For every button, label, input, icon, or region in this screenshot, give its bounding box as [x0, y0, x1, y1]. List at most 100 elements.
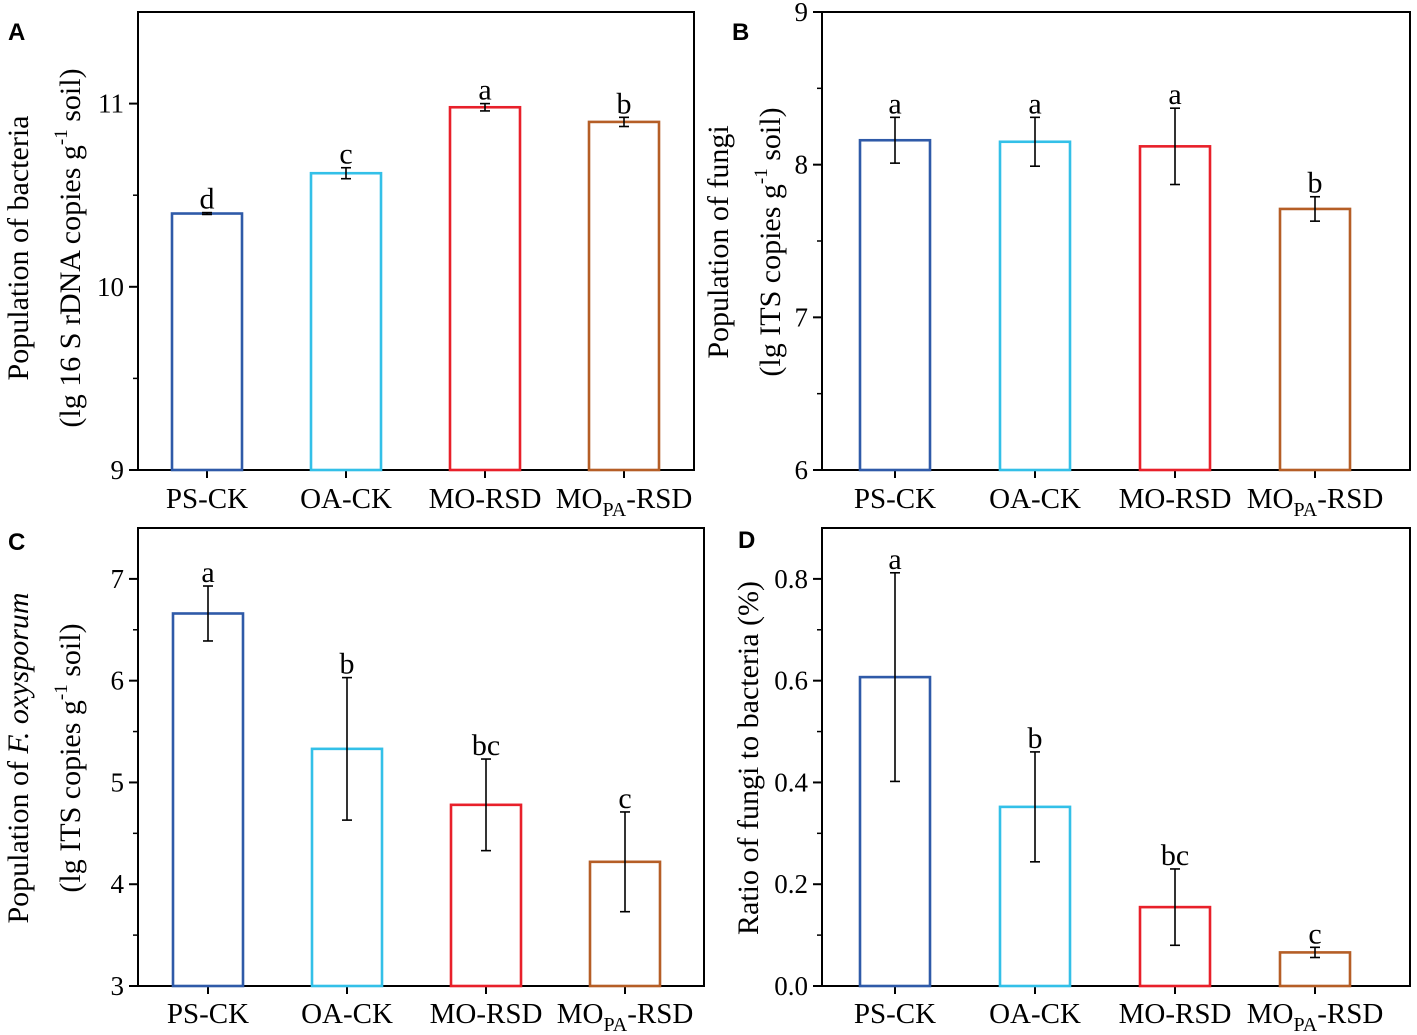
panel-a-ylabel: Population of bacteria (lg 16 S rDNA cop… — [2, 68, 87, 427]
ytick-label: 11 — [98, 89, 124, 119]
category-label: OA-CK — [989, 998, 1081, 1030]
panel-c-ylabel-line2-prefix: (lg ITS copies g — [54, 700, 87, 892]
panel-a: A Population of bacteria (lg 16 S rDNA c… — [2, 11, 695, 521]
bar-ps-ck — [170, 212, 244, 472]
significance-letter: a — [478, 74, 491, 107]
significance-letter: a — [1168, 78, 1181, 111]
panel-c-ylabel-line1-italic: F. oxysporum — [2, 592, 35, 754]
ytick-label: 8 — [795, 150, 809, 180]
panel-d-ylabel: Ratio of fungi to bacteria (%) — [732, 581, 765, 935]
bar-ps-ck — [858, 138, 932, 472]
ytick-label: 5 — [111, 767, 125, 797]
category-label: PS-CK — [854, 998, 936, 1030]
panel-c-ylabel: Population of F. oxysporum (lg ITS copie… — [2, 592, 87, 923]
significance-letter: bc — [1161, 839, 1189, 872]
bar-mopa-rsd — [1278, 207, 1352, 472]
category-label: PS-CK — [166, 483, 248, 515]
panel-d-letter: D — [738, 527, 755, 554]
panel-c-ticks: 3 4 5 6 7 — [111, 564, 626, 1001]
panel-b-ylabel: Population of fungi (lg ITS copies g-1 s… — [702, 107, 787, 376]
panel-a-categories: PS-CK OA-CK MO-RSD MOPA-RSD — [166, 483, 692, 521]
category-label: OA-CK — [989, 483, 1081, 515]
significance-letter: b — [340, 648, 355, 681]
bar-oa-ck — [998, 140, 1072, 472]
panel-b-ylabel-line2: (lg ITS copies g-1 soil) — [751, 107, 787, 376]
panel-b-ylabel-line2-prefix: (lg ITS copies g — [754, 184, 787, 376]
significance-letter: b — [1028, 722, 1043, 755]
ytick-label: 9 — [111, 455, 125, 485]
ytick-label: 10 — [97, 272, 124, 302]
panel-d-bars: a b bc c — [858, 543, 1352, 988]
panel-a-ylabel-line1: Population of bacteria — [2, 116, 35, 381]
ytick-label: 0.0 — [774, 971, 808, 1001]
category-label: OA-CK — [300, 483, 392, 515]
panel-c-bars: a b bc c — [171, 556, 662, 988]
bar-oa-ck — [309, 171, 383, 472]
panel-a-ylabel-line2-prefix: (lg 16 S rDNA copies g — [54, 145, 87, 427]
panel-c-categories: PS-CK OA-CK MO-RSD MOPA-RSD — [167, 998, 693, 1035]
category-label: MOPA-RSD — [557, 998, 694, 1035]
panel-c-ylabel-line2-sup: -1 — [51, 684, 72, 700]
significance-letter: bc — [472, 729, 500, 762]
significance-letter: b — [617, 87, 632, 120]
panel-b-ticks: 6 7 8 9 — [795, 0, 1316, 485]
panel-c-ylabel-line1-prefix: Population of — [2, 754, 35, 924]
panel-c-frame — [137, 527, 705, 987]
category-label: MO-RSD — [430, 998, 543, 1030]
category-label: MO-RSD — [1119, 483, 1232, 515]
ytick-label: 7 — [795, 302, 809, 332]
bar-ps-ck — [171, 612, 245, 988]
panel-b-frame — [821, 11, 1411, 471]
significance-letter: c — [618, 782, 631, 815]
panel-b: B Population of fungi (lg ITS copies g-1… — [702, 0, 1411, 521]
significance-letter: d — [200, 183, 215, 216]
bar-mo-rsd — [448, 105, 522, 472]
category-label: PS-CK — [167, 998, 249, 1030]
panel-b-ylabel-line2-suffix: soil) — [754, 107, 787, 168]
bar-mo-rsd — [1138, 145, 1212, 472]
ytick-label: 0.6 — [774, 666, 808, 696]
panel-b-letter: B — [732, 19, 749, 46]
panel-d-frame — [821, 527, 1411, 987]
category-label: OA-CK — [301, 998, 393, 1030]
category-label: PS-CK — [854, 483, 936, 515]
significance-letter: b — [1308, 167, 1323, 200]
category-label: MOPA-RSD — [1247, 998, 1384, 1035]
significance-letter: a — [888, 543, 901, 576]
panel-b-ylabel-line2-sup: -1 — [751, 168, 772, 184]
panel-c-letter: C — [8, 529, 25, 556]
category-label: MOPA-RSD — [1247, 483, 1384, 521]
ytick-label: 0.4 — [774, 767, 808, 797]
significance-letter: c — [1308, 917, 1321, 950]
ytick-label: 3 — [111, 971, 125, 1001]
panel-a-bars: d c a b — [170, 74, 661, 472]
panel-b-categories: PS-CK OA-CK MO-RSD MOPA-RSD — [854, 483, 1383, 521]
ytick-label: 6 — [795, 455, 809, 485]
panel-c-ylabel-line2-suffix: soil) — [54, 623, 87, 684]
category-label: MOPA-RSD — [556, 483, 693, 521]
significance-letter: a — [201, 556, 214, 589]
category-label: MO-RSD — [429, 483, 542, 515]
panel-c-ylabel-line1: Population of F. oxysporum — [2, 592, 35, 923]
panel-a-ylabel-line2-sup: -1 — [51, 129, 72, 145]
panel-a-frame — [137, 11, 695, 471]
panel-a-ylabel-line2-suffix: soil) — [54, 68, 87, 129]
panel-d-ticks: 0.0 0.2 0.4 0.6 0.8 — [774, 564, 1316, 1001]
ytick-label: 9 — [795, 0, 809, 27]
ytick-label: 0.2 — [774, 869, 808, 899]
panel-a-ylabel-line2: (lg 16 S rDNA copies g-1 soil) — [51, 68, 87, 427]
category-label: MO-RSD — [1119, 998, 1232, 1030]
panel-c: C Population of F. oxysporum (lg ITS cop… — [2, 527, 705, 1035]
panel-c-ylabel-line2: (lg ITS copies g-1 soil) — [51, 623, 87, 892]
panel-d-categories: PS-CK OA-CK MO-RSD MOPA-RSD — [854, 998, 1383, 1035]
significance-letter: a — [888, 87, 901, 120]
significance-letter: a — [1028, 87, 1041, 120]
ytick-label: 7 — [111, 564, 125, 594]
panel-b-ylabel-line1: Population of fungi — [702, 125, 735, 358]
ytick-label: 0.8 — [774, 564, 808, 594]
panel-d-ylabel-line1: Ratio of fungi to bacteria (%) — [732, 581, 765, 935]
panel-a-ticks: 9 10 11 — [97, 89, 625, 485]
significance-letter: c — [339, 138, 352, 171]
panel-a-letter: A — [8, 19, 25, 46]
